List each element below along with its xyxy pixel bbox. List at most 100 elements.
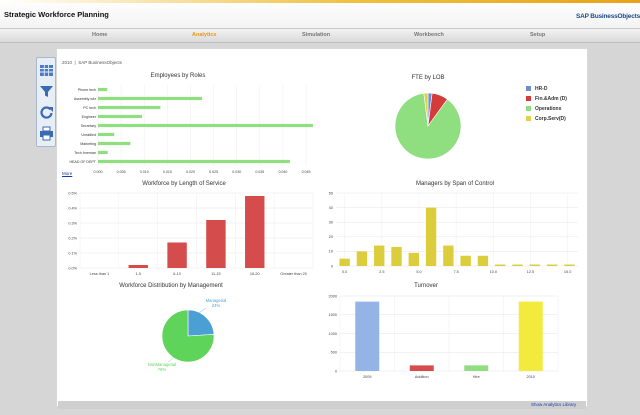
bar — [408, 252, 419, 266]
x-tick-label: Addition — [415, 375, 429, 379]
chart-title: Workforce by Length of Service — [142, 181, 226, 187]
x-tick-label: 2010 — [527, 375, 535, 379]
app-title: Strategic Workforce Planning — [4, 10, 109, 19]
x-tick-label: 0.010 — [140, 170, 149, 174]
app-header: Strategic Workforce Planning SAP Busines… — [0, 0, 640, 28]
employees-by-roles-chart: Employees by Roles 0.000 0.005 0.010 0.015 0… — [69, 73, 313, 174]
bar — [460, 255, 471, 266]
refresh-icon[interactable] — [39, 105, 54, 120]
bar — [98, 96, 203, 101]
management-distribution-chart: Workforce Distribution by Management Man… — [119, 283, 226, 372]
chart-title: Employees by Roles — [151, 73, 206, 79]
tab-workbench[interactable]: Workbench — [414, 32, 444, 38]
bar — [339, 258, 350, 266]
bar — [98, 150, 108, 155]
x-tick-label: 0.0 — [342, 270, 347, 274]
x-tick-label: 2.5 — [379, 270, 384, 274]
y-tick-label: Assembly wkr — [74, 97, 97, 101]
data-label: 24% — [212, 303, 221, 308]
x-tick-label: 10.0 — [490, 270, 497, 274]
bar — [98, 132, 115, 137]
tab-analytics[interactable]: Analytics — [192, 32, 217, 38]
y-tick-label: 0.4% — [68, 206, 77, 210]
pie-slice — [394, 92, 462, 160]
breadcrumb-org: SAP BusinessObjects — [78, 60, 122, 65]
x-tick-label: 7.5 — [453, 270, 458, 274]
length-of-service-chart: Workforce by Length of Service 0.0% 0.1% 0… — [68, 181, 314, 276]
x-tick-label: 0.045 — [302, 170, 311, 174]
bar — [409, 365, 434, 371]
legend-swatch — [526, 106, 531, 111]
legend-label: HR-D — [535, 86, 548, 92]
y-tick-label: 10 — [329, 250, 333, 254]
y-tick-label: 0.3% — [68, 221, 77, 225]
bar — [443, 245, 454, 266]
bar — [98, 105, 161, 110]
bar — [355, 301, 380, 371]
bar — [167, 242, 187, 268]
bar — [356, 251, 368, 266]
legend-label: Fin.&Adm (D) — [535, 96, 567, 102]
span-of-control-chart: Managers by Span of Control 0 10 20 30 40 50 0… — [329, 181, 578, 274]
x-tick-label: 2009 — [363, 375, 371, 379]
x-tick-label: Greater than 20 — [280, 272, 307, 276]
bar — [518, 301, 543, 371]
analytics-toolbar — [36, 57, 56, 147]
x-tick-label: 16-20 — [250, 272, 260, 276]
bar — [512, 264, 523, 266]
x-tick-label: 6-10 — [173, 272, 181, 276]
breadcrumb: 2010 | SAP BusinessObjects — [62, 60, 122, 65]
y-tick-label: 40 — [329, 206, 333, 210]
tab-home[interactable]: Home — [92, 32, 108, 38]
legend-swatch — [526, 96, 531, 101]
y-tick-label: 0 — [331, 264, 333, 268]
y-tick-label: 1500 — [329, 313, 337, 317]
y-tick-label: Marketing — [80, 142, 96, 146]
turnover-chart: Turnover 0 500 1000 1500 2000 2009 Addition Hir… — [329, 283, 559, 379]
breadcrumb-separator: | — [74, 60, 76, 65]
y-tick-label: 0.5% — [68, 191, 77, 195]
bar — [477, 255, 489, 266]
print-icon[interactable] — [39, 126, 54, 141]
x-tick-label: 0.040 — [278, 170, 287, 174]
more-link[interactable]: More — [62, 171, 73, 176]
y-tick-label: 30 — [329, 221, 333, 225]
y-tick-label: 0.1% — [68, 251, 77, 255]
x-tick-label: 0.020 — [186, 170, 195, 174]
filter-icon[interactable] — [39, 84, 54, 99]
x-tick-label: 12.5 — [527, 270, 534, 274]
x-tick-label: 11-15 — [211, 272, 220, 276]
show-analytics-library-link[interactable]: Show Analytics Library — [531, 402, 577, 407]
bar — [245, 196, 265, 268]
leader-line — [167, 355, 177, 363]
legend-label: Operations — [535, 106, 562, 112]
sap-logo: SAP BusinessObjects — [576, 13, 640, 20]
fte-by-lob-chart: FTE by LOB HR-D Fin.&Adm (D) Operations Cor… — [394, 75, 567, 160]
data-label: NonManagerial — [148, 362, 176, 367]
table-icon[interactable] — [39, 63, 54, 78]
y-tick-label: 0 — [335, 369, 337, 373]
bar — [206, 220, 226, 268]
x-tick-label: 0.005 — [117, 170, 126, 174]
x-tick-label: Hire — [473, 375, 480, 379]
chart-title: Managers by Span of Control — [416, 181, 494, 187]
pie-slice — [161, 309, 215, 363]
legend-swatch — [526, 116, 531, 121]
breadcrumb-year: 2010 — [62, 60, 73, 65]
x-tick-label: 15.0 — [564, 270, 571, 274]
bar — [529, 264, 540, 266]
y-tick-label: 50 — [329, 191, 333, 195]
tab-setup[interactable]: Setup — [530, 32, 546, 38]
chart-title: Turnover — [414, 283, 438, 289]
x-tick-label: 0.000 — [94, 170, 103, 174]
bar — [128, 265, 148, 268]
pie-slice — [187, 309, 215, 337]
y-tick-label: 1000 — [329, 332, 337, 336]
bar — [98, 123, 313, 128]
bar — [464, 365, 489, 371]
bar — [564, 264, 575, 266]
tab-simulation[interactable]: Simulation — [302, 32, 331, 38]
chart-title: FTE by LOB — [411, 75, 444, 81]
x-tick-label: 0.025 — [209, 170, 218, 174]
y-tick-label: 20 — [329, 235, 333, 239]
